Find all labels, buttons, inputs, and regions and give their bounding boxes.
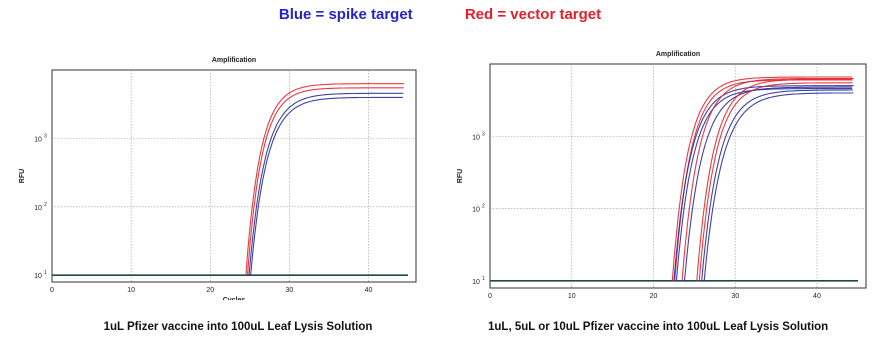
amplification-curve-blue bbox=[683, 86, 853, 281]
y-tick-exponent: 2 bbox=[482, 204, 485, 210]
x-tick-label: 30 bbox=[731, 293, 739, 300]
y-tick-exponent: 1 bbox=[482, 276, 485, 282]
x-tick-label: 10 bbox=[568, 293, 576, 300]
red-legend-text: Red = vector target bbox=[464, 6, 602, 23]
x-tick-label: 40 bbox=[365, 287, 373, 294]
y-tick-label: 10 bbox=[472, 279, 480, 286]
x-tick-label: 20 bbox=[206, 287, 214, 294]
x-axis-label: Cycles bbox=[223, 297, 246, 300]
y-axis-label: RFU bbox=[457, 169, 464, 183]
chart-title: Amplification bbox=[212, 57, 256, 64]
y-tick-label: 10 bbox=[472, 134, 480, 141]
amplification-curve-blue bbox=[701, 89, 853, 281]
amplification-curve-red bbox=[696, 78, 853, 281]
chart-headline: Blue = spike target Red = vector target bbox=[0, 6, 880, 23]
amplification-curve-red bbox=[674, 79, 853, 281]
y-tick-label: 10 bbox=[34, 136, 42, 143]
y-tick-exponent: 3 bbox=[482, 131, 485, 137]
right-amplification-chart: Amplification010203040101102103CyclesRFU bbox=[450, 42, 875, 300]
amplification-curve-blue bbox=[250, 96, 403, 276]
amplification-curve-red bbox=[681, 77, 854, 281]
y-axis-label: RFU bbox=[19, 169, 26, 183]
x-tick-label: 0 bbox=[488, 293, 492, 300]
amplification-curve-blue bbox=[675, 88, 853, 281]
amplification-curve-red bbox=[698, 82, 853, 281]
x-tick-label: 0 bbox=[50, 287, 54, 294]
y-tick-exponent: 1 bbox=[44, 270, 47, 276]
amplification-curve-red bbox=[246, 87, 404, 276]
plot-frame bbox=[489, 63, 867, 289]
amplification-curve-blue bbox=[248, 92, 404, 276]
y-tick-exponent: 3 bbox=[44, 133, 47, 139]
x-tick-label: 10 bbox=[127, 287, 135, 294]
plot-frame bbox=[51, 69, 417, 283]
x-tick-label: 40 bbox=[813, 293, 821, 300]
left-chart-caption: 1uL Pfizer vaccine into 100uL Leaf Lysis… bbox=[103, 321, 373, 333]
y-tick-label: 10 bbox=[472, 207, 480, 214]
chart-title: Amplification bbox=[656, 51, 700, 58]
x-tick-label: 30 bbox=[285, 287, 293, 294]
amplification-curve-red bbox=[245, 83, 405, 276]
right-chart-svg: Amplification010203040101102103CyclesRFU bbox=[457, 51, 867, 300]
right-chart-caption: 1uL, 5uL or 10uL Pfizer vaccine into 100… bbox=[488, 321, 829, 333]
amplification-curve-red bbox=[671, 76, 853, 281]
left-chart-svg: Amplification010203040101102103CyclesRFU bbox=[19, 57, 417, 300]
blue-legend-text: Blue = spike target bbox=[278, 6, 413, 23]
amplification-curve-blue bbox=[703, 92, 854, 281]
left-amplification-chart: Amplification010203040101102103CyclesRFU bbox=[14, 50, 424, 300]
x-tick-label: 20 bbox=[650, 293, 658, 300]
y-tick-exponent: 2 bbox=[44, 202, 47, 208]
y-tick-label: 10 bbox=[34, 273, 42, 280]
y-tick-label: 10 bbox=[34, 205, 42, 212]
